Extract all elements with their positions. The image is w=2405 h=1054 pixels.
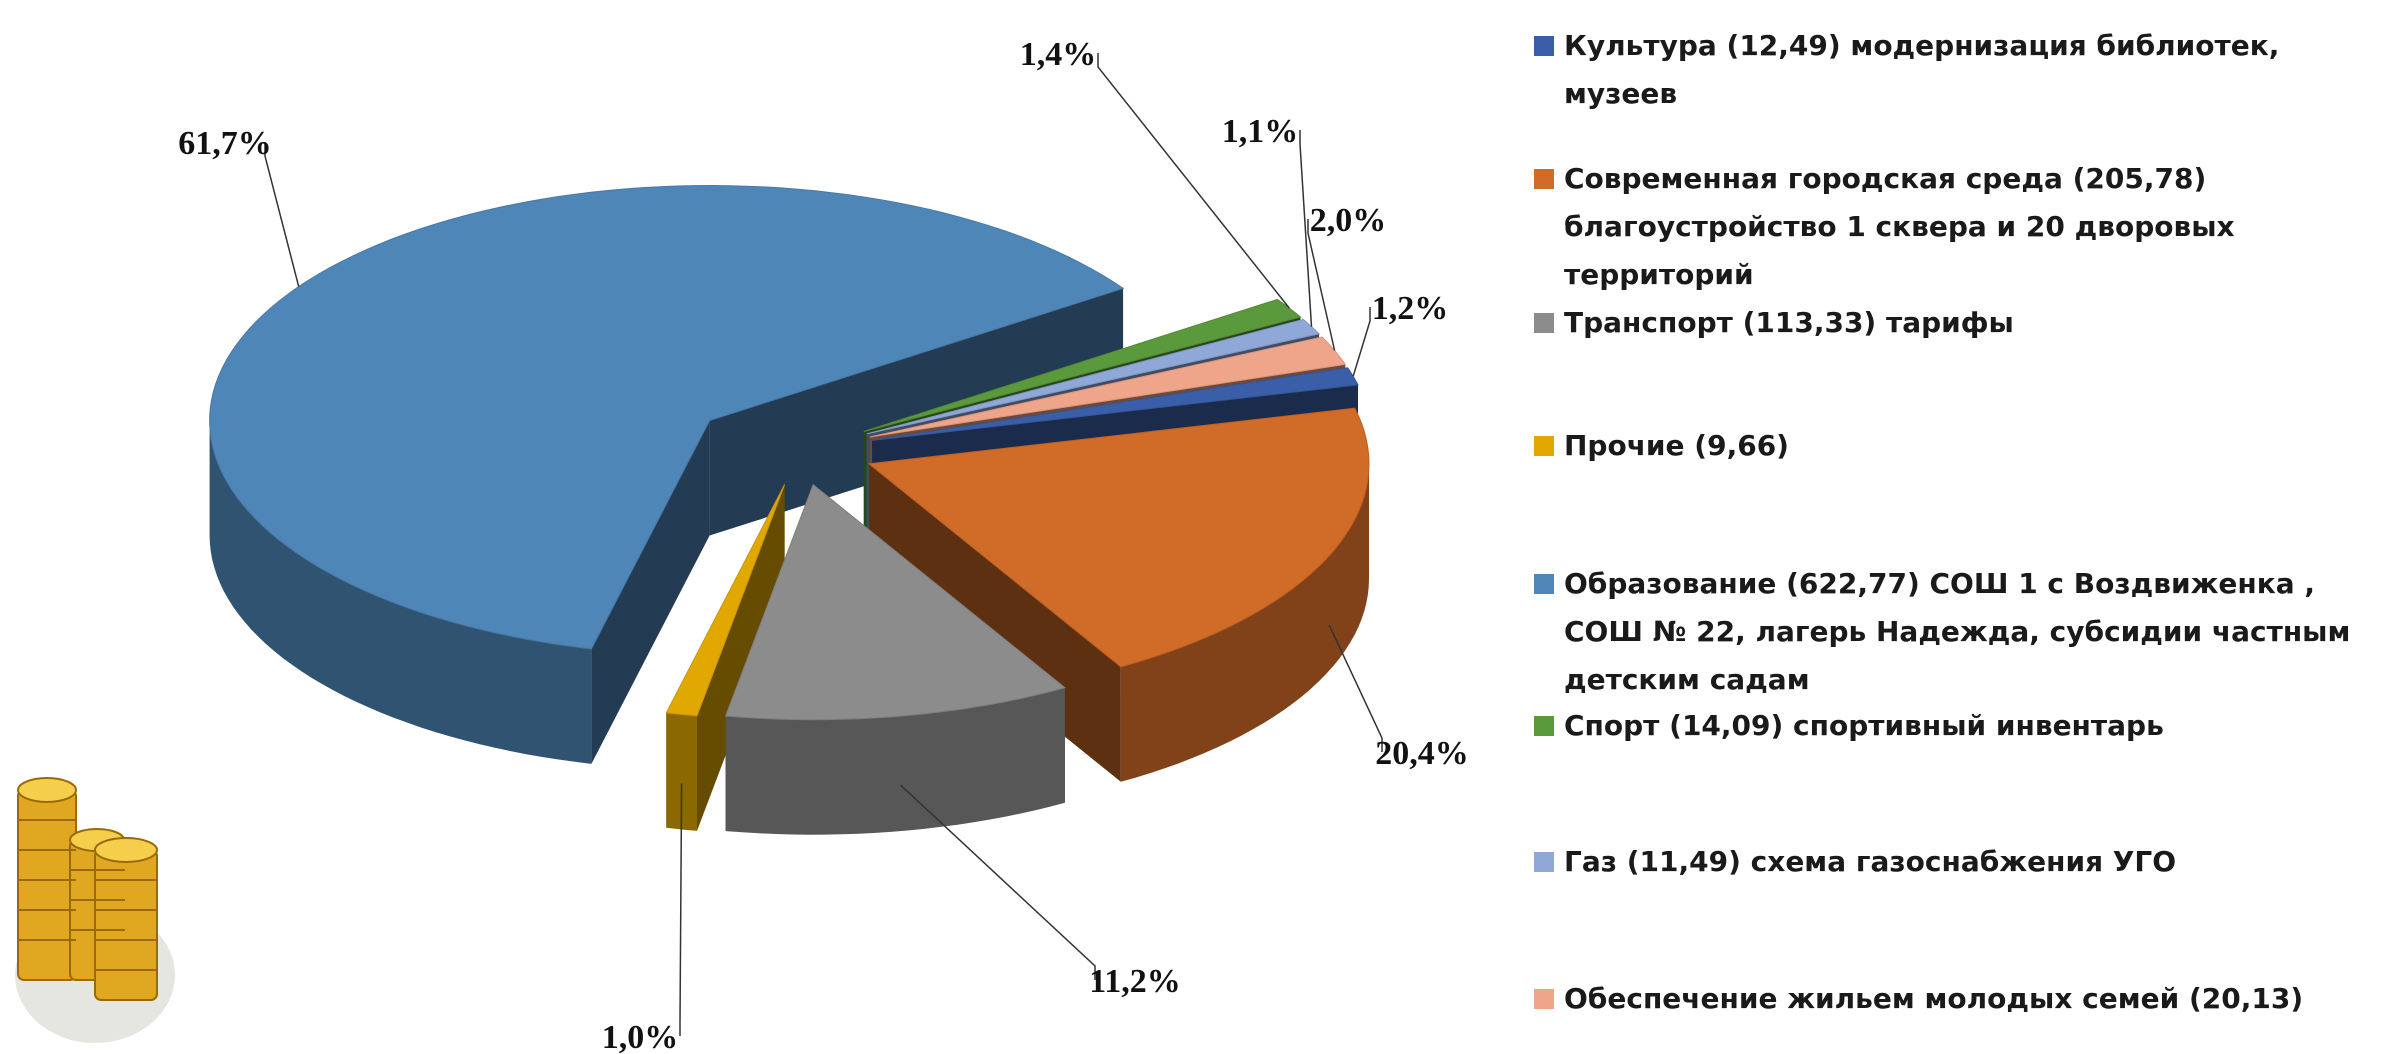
leader-line (679, 783, 683, 1036)
leader-line (1352, 307, 1371, 377)
legend-label: Образование (622,77) СОШ 1 с Воздвиженка… (1564, 567, 2351, 696)
data-label: 11,2% (1089, 963, 1181, 1000)
slice-side (725, 687, 1065, 835)
legend-label: Спорт (14,09) спортивный инвентарь (1564, 709, 2164, 742)
legend-item: Современная городская среда (205,78) бла… (1530, 155, 2390, 299)
slice-group (724, 483, 1066, 835)
slice (724, 483, 1066, 721)
legend-label: Прочие (9,66) (1564, 429, 1789, 462)
slice (665, 484, 786, 717)
leader-line (1097, 53, 1290, 309)
slice-side (591, 420, 710, 764)
legend-swatch (1534, 989, 1554, 1009)
legend-swatch (1534, 852, 1554, 872)
slice (867, 407, 1370, 668)
legend-item: Спорт (14,09) спортивный инвентарь (1530, 702, 2390, 750)
slice-group (665, 484, 786, 831)
data-label: 1,4% (1020, 36, 1097, 73)
legend-item: Транспорт (113,33) тарифы (1530, 299, 2390, 347)
legend-label: Транспорт (113,33) тарифы (1564, 306, 2014, 339)
legend-label: Обеспечение жильем молодых семей (20,13) (1564, 982, 2304, 1015)
legend-item: Газ (11,49) схема газоснабжения УГО (1530, 838, 2390, 886)
legend-item: Прочие (9,66) (1530, 422, 2390, 470)
leader-line (900, 784, 1096, 980)
legend-swatch (1534, 36, 1554, 56)
pie (209, 184, 1370, 835)
data-label: 61,7% (178, 125, 272, 162)
leader-line (1307, 219, 1336, 351)
legend-swatch (1534, 716, 1554, 736)
legend-swatch (1534, 436, 1554, 456)
legend-item: Образование (622,77) СОШ 1 с Воздвиженка… (1530, 560, 2390, 704)
leader-line (1299, 130, 1313, 327)
slice-group (209, 184, 1125, 764)
leader-line (1328, 624, 1383, 752)
legend-label: Газ (11,49) схема газоснабжения УГО (1564, 845, 2177, 878)
legend-swatch (1534, 169, 1554, 189)
legend-swatch (1534, 313, 1554, 333)
legend-label: Культура (12,49) модернизация библиотек,… (1564, 29, 2280, 110)
data-label: 1,2% (1372, 290, 1449, 327)
data-label: 1,0% (602, 1019, 679, 1054)
legend-label: Современная городская среда (205,78) бла… (1564, 162, 2235, 291)
data-label: 2,0% (1310, 202, 1387, 239)
slice-side (1120, 463, 1369, 782)
legend-swatch (1534, 574, 1554, 594)
coins (15, 777, 175, 1043)
slice-side (709, 288, 1124, 536)
slice (872, 367, 1359, 441)
data-label: 20,4% (1375, 735, 1469, 772)
leader-line (264, 142, 300, 287)
slice-side (666, 712, 697, 831)
legend-item: Культура (12,49) модернизация библиотек,… (1530, 22, 2390, 118)
data-label: 1,1% (1222, 113, 1299, 150)
slice-side (209, 420, 592, 764)
legend-item: Обеспечение жильем молодых семей (20,13) (1530, 975, 2390, 1023)
